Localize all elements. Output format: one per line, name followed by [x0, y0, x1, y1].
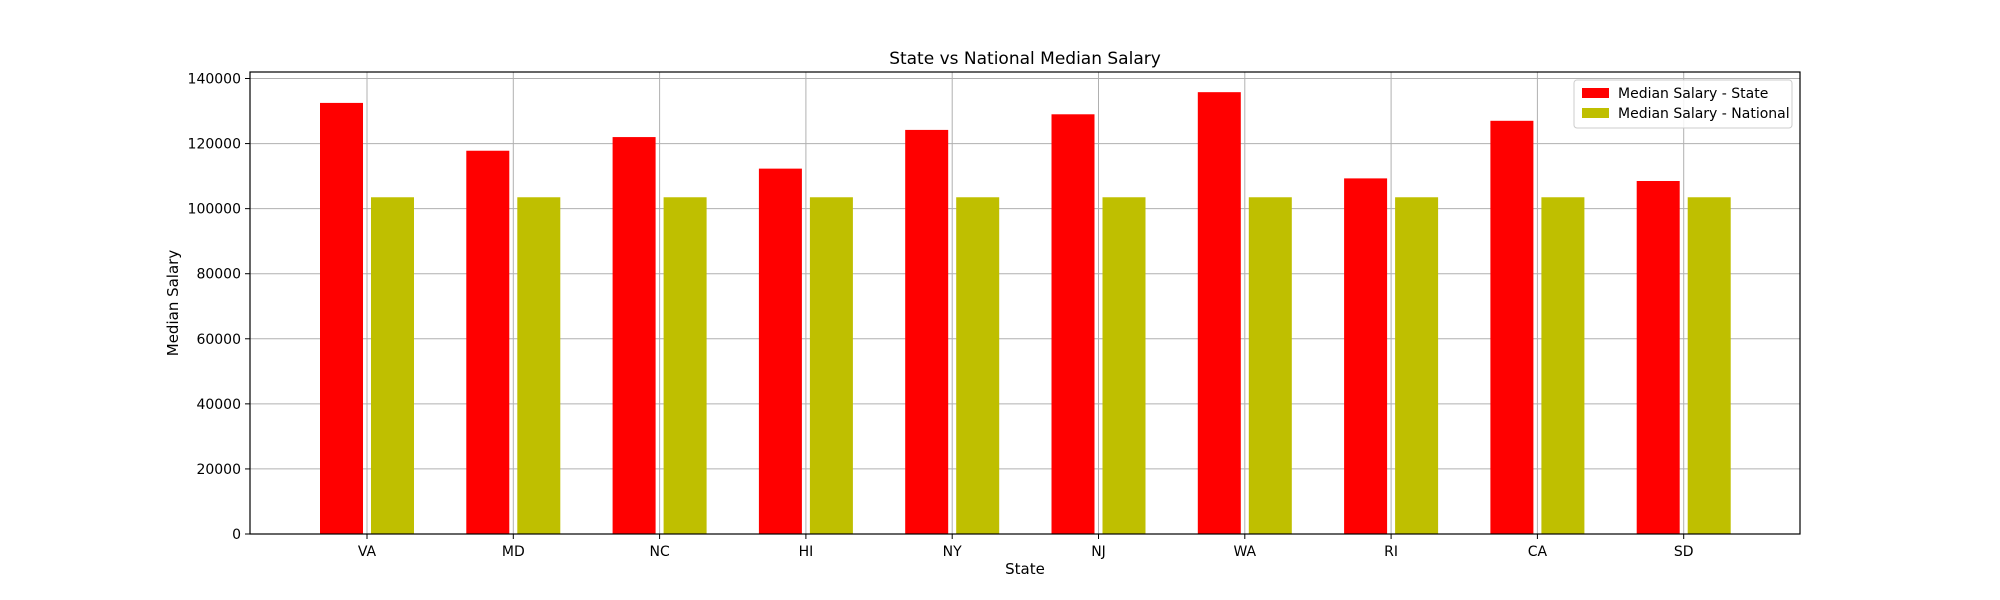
x-tick-label-hi: HI	[799, 544, 814, 560]
x-tick-label-nj: NJ	[1091, 544, 1106, 560]
y-tick-label: 120000	[188, 137, 241, 153]
bar-national-va	[371, 197, 414, 534]
x-axis-label: State	[1005, 560, 1045, 578]
y-tick-label: 20000	[196, 462, 241, 478]
y-tick-label: 140000	[188, 72, 241, 88]
legend-label-state: Median Salary - State	[1618, 86, 1768, 102]
bar-national-wa	[1248, 197, 1292, 534]
bar-state-ri	[1344, 178, 1388, 534]
y-tick-label: 40000	[196, 397, 241, 413]
y-tick-label: 100000	[188, 202, 241, 218]
bar-state-nc	[612, 137, 656, 534]
bar-national-nc	[663, 197, 707, 534]
x-tick-label-sd: SD	[1674, 544, 1694, 560]
x-tick-label-md: MD	[502, 544, 525, 560]
bar-state-hi	[758, 168, 802, 534]
x-tick-label-wa: WA	[1233, 544, 1256, 560]
chart-title: State vs National Median Salary	[889, 49, 1161, 69]
bar-national-nj	[1102, 197, 1146, 534]
bar-state-sd	[1636, 180, 1680, 534]
bar-state-wa	[1197, 92, 1241, 535]
x-tick-label-va: VA	[358, 544, 377, 560]
bar-state-md	[466, 150, 510, 534]
bars	[320, 92, 1731, 535]
x-tick-label-ri: RI	[1384, 544, 1398, 560]
x-tick-label-nc: NC	[649, 544, 669, 560]
legend-box	[1573, 79, 1793, 129]
bar-national-ri	[1395, 197, 1439, 534]
y-tick-label: 60000	[196, 332, 241, 348]
legend-label-national: Median Salary - National	[1618, 106, 1790, 122]
y-tick-label: 80000	[196, 267, 241, 283]
legend: Median Salary - State Median Salary - Nat…	[1573, 79, 1793, 129]
bar-national-ny	[956, 197, 1000, 534]
bar-state-nj	[1051, 114, 1095, 534]
legend-swatch-state	[1582, 88, 1609, 98]
plot-frame	[249, 71, 1801, 535]
bar-national-md	[517, 197, 561, 534]
x-tick-label-ca: CA	[1528, 544, 1548, 560]
bar-state-va	[320, 102, 363, 534]
bar-state-ca	[1490, 120, 1534, 534]
bar-national-sd	[1687, 197, 1731, 534]
axes: 0 20000 40000 60000 80000 100000 120000 140000 V…	[188, 72, 1694, 560]
legend-swatch-national	[1582, 108, 1609, 118]
x-tick-label-ny: NY	[943, 544, 962, 560]
y-axis-label: Median Salary	[164, 250, 182, 357]
bar-state-ny	[905, 129, 949, 535]
bar-national-hi	[809, 197, 853, 534]
y-tick-label: 0	[232, 527, 241, 543]
bar-national-ca	[1541, 197, 1585, 534]
